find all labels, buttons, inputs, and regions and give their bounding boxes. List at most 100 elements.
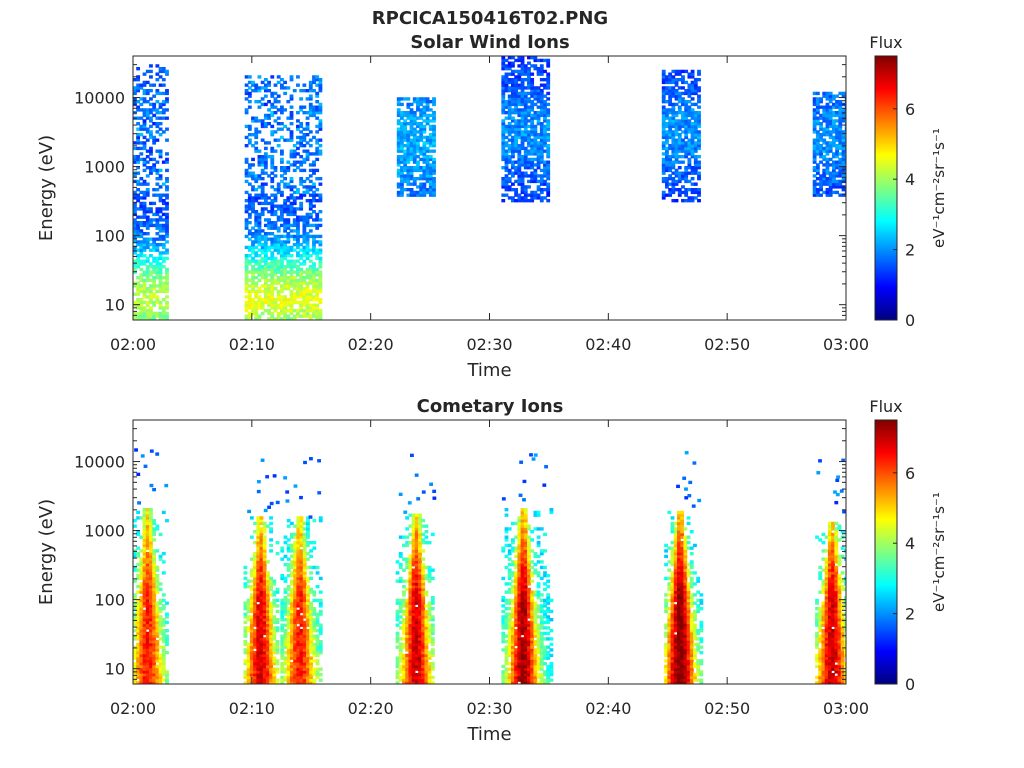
heatmap-cell	[280, 670, 285, 674]
heatmap-cell	[302, 629, 307, 633]
heatmap-cell	[269, 530, 273, 534]
heatmap-cell	[299, 295, 304, 299]
heatmap-cell	[254, 254, 259, 258]
heatmap-cell	[315, 193, 320, 197]
heatmap-cell	[165, 251, 169, 255]
heatmap-cell	[405, 642, 410, 647]
heatmap-cell	[507, 168, 512, 173]
heatmap-cell	[260, 193, 265, 197]
heatmap-cell	[520, 155, 525, 159]
heatmap-cell	[256, 656, 261, 660]
x-tick-label: 02:00	[110, 335, 156, 354]
heatmap-cell	[260, 182, 265, 186]
heatmap-cell	[822, 157, 827, 162]
heatmap-cell	[296, 626, 301, 630]
heatmap-cell	[283, 248, 288, 252]
heatmap-cell	[511, 80, 515, 85]
heatmap-cell	[145, 634, 150, 638]
heatmap-cell	[315, 108, 320, 112]
heatmap-cell	[402, 618, 406, 622]
heatmap-cell	[400, 141, 404, 145]
heatmap-cell	[533, 174, 538, 178]
heatmap-cell	[286, 543, 291, 548]
heatmap-cell	[289, 259, 294, 263]
heatmap-cell	[315, 157, 320, 162]
heatmap-cell	[536, 97, 541, 101]
heatmap-cell	[254, 292, 259, 296]
heatmap-cell	[398, 565, 403, 570]
heatmap-cell	[406, 97, 411, 101]
heatmap-cell	[161, 317, 166, 320]
heatmap-cell	[543, 127, 547, 131]
heatmap-cell	[315, 615, 320, 619]
heatmap-cell	[312, 314, 316, 318]
heatmap-cell	[302, 546, 307, 550]
heatmap-cell	[422, 144, 427, 148]
heatmap-cell	[286, 212, 291, 217]
heatmap-cell	[828, 105, 833, 109]
heatmap-cell	[289, 234, 294, 239]
heatmap-cell	[273, 97, 278, 101]
heatmap-cell	[259, 626, 264, 630]
heatmap-cell	[302, 543, 307, 548]
heatmap-cell	[523, 196, 528, 200]
heatmap-cell	[507, 64, 512, 68]
heatmap-cell	[265, 637, 270, 641]
heatmap-cell	[259, 631, 264, 636]
heatmap-cell	[416, 144, 420, 148]
heatmap-cell	[511, 69, 515, 74]
heatmap-cell	[142, 287, 147, 291]
heatmap-cell	[403, 155, 408, 159]
heatmap-cell	[504, 188, 509, 192]
heatmap-cell	[405, 648, 410, 652]
heatmap-cell	[149, 289, 153, 294]
heatmap-cell	[306, 532, 310, 537]
heatmap-cell	[292, 89, 297, 93]
heatmap-cell	[501, 97, 506, 101]
heatmap-cell	[262, 609, 267, 614]
heatmap-cell	[139, 300, 144, 305]
heatmap-cell	[395, 579, 400, 583]
heatmap-cell	[165, 601, 169, 605]
heatmap-cell	[405, 656, 410, 660]
heatmap-cell	[405, 565, 410, 570]
heatmap-cell	[149, 664, 153, 669]
heatmap-cell	[136, 563, 141, 567]
heatmap-cell	[253, 560, 257, 564]
heatmap-cell	[312, 182, 316, 186]
heatmap-cell	[302, 667, 307, 671]
heatmap-cell	[318, 182, 323, 186]
heatmap-cell	[299, 609, 304, 614]
heatmap-cell	[543, 133, 547, 137]
heatmap-cell	[133, 218, 137, 222]
heatmap-cell	[256, 596, 261, 600]
heatmap-cell	[677, 69, 682, 74]
heatmap-cell	[425, 157, 430, 162]
heatmap-cell	[262, 587, 267, 592]
heatmap-cell	[136, 607, 141, 611]
heatmap-cell	[149, 298, 153, 302]
heatmap-cell	[293, 620, 297, 625]
heatmap-cell	[158, 670, 163, 674]
heatmap-cell	[158, 664, 163, 669]
heatmap-cell	[262, 637, 267, 641]
heatmap-cell	[835, 174, 839, 178]
heatmap-cell	[523, 119, 528, 123]
heatmap-cell	[527, 83, 531, 87]
heatmap-cell	[296, 596, 301, 600]
heatmap-cell	[527, 97, 531, 101]
heatmap-cell	[299, 640, 304, 644]
heatmap-cell	[286, 593, 291, 597]
heatmap-cell	[308, 185, 313, 189]
heatmap-cell	[292, 270, 297, 274]
heatmap-cell	[145, 130, 150, 134]
heatmap-cell	[396, 146, 401, 151]
heatmap-cell	[139, 598, 144, 603]
heatmap-cell	[315, 309, 320, 313]
heatmap-cell	[406, 188, 411, 192]
heatmap-cell	[155, 72, 160, 76]
heatmap-cell	[275, 626, 280, 630]
heatmap-cell	[265, 662, 270, 666]
heatmap-cell	[546, 111, 551, 115]
heatmap-cell	[405, 560, 410, 564]
